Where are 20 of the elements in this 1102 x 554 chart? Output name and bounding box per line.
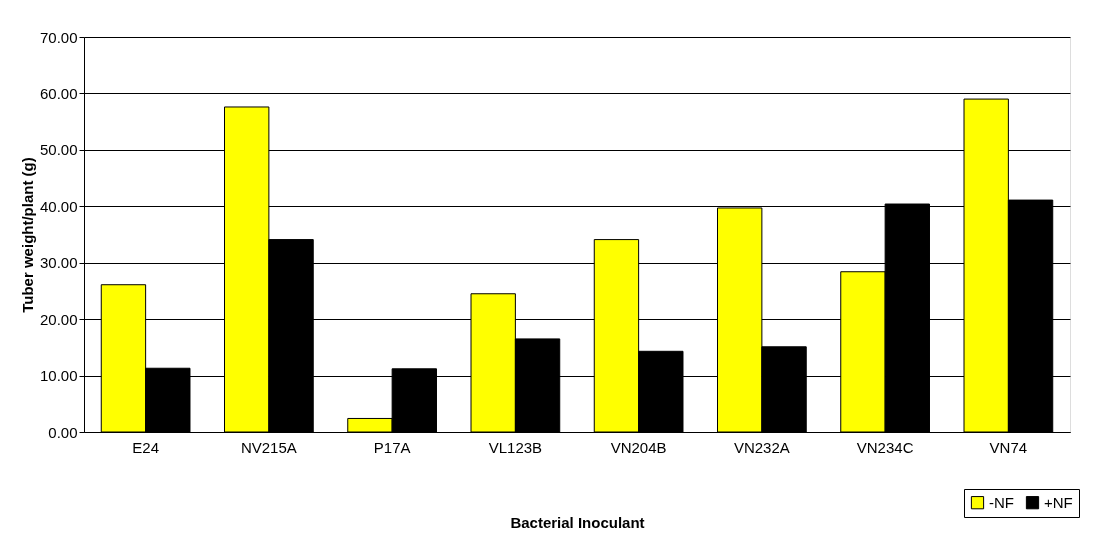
x-tick-label: VN204B	[610, 438, 667, 456]
y-tick-label: 40.00	[39, 197, 78, 215]
y-axis-title: Tuber weight/plant (g)	[18, 157, 36, 313]
x-tick-label: VN234C	[856, 438, 914, 456]
y-tick-label: 70.00	[39, 28, 78, 46]
x-tick-label: VN74	[989, 438, 1028, 456]
legend-label: -NF	[989, 493, 1014, 511]
x-axis-title: Bacterial Inoculant	[510, 513, 645, 531]
x-tick-label: VL123B	[488, 438, 543, 456]
y-tick-label: 0.00	[48, 423, 78, 441]
y-tick-label: 30.00	[39, 254, 78, 272]
y-tick-label: 20.00	[39, 310, 78, 328]
x-tick-label: P17A	[373, 438, 411, 456]
legend-label: +NF	[1044, 493, 1073, 511]
y-tick-label: 60.00	[39, 84, 78, 102]
y-tick-label: 50.00	[39, 141, 78, 159]
x-tick-label: NV215A	[240, 438, 297, 456]
x-tick-label: VN232A	[733, 438, 790, 456]
y-tick-label: 10.00	[39, 367, 78, 385]
x-tick-label: E24	[132, 438, 159, 456]
